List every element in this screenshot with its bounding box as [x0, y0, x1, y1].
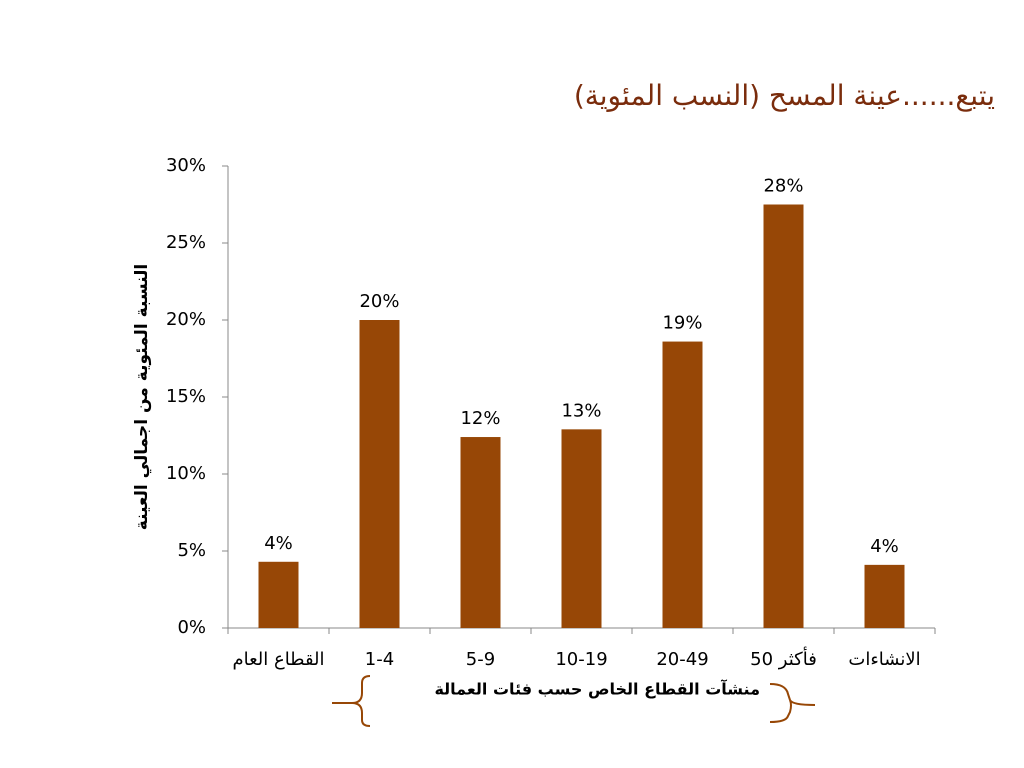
bar — [864, 564, 905, 628]
y-tick-label: 0% — [177, 617, 206, 638]
x-tick-label: 20-49 — [656, 649, 708, 670]
bar — [561, 429, 602, 628]
bar — [258, 561, 299, 628]
x-tick-label: 1-4 — [365, 649, 394, 670]
value-label: 28% — [763, 176, 803, 197]
y-axis-label: النسبة المئوية من اجمالي العينة — [132, 264, 152, 531]
x-group-label: منشآت القطاع الخاص حسب فئات العمالة — [434, 679, 760, 699]
value-label: 19% — [662, 313, 702, 334]
x-tick-label: الانشاءات — [848, 649, 920, 670]
value-label: 20% — [359, 291, 399, 312]
x-tick-label: 50 فأكثر — [750, 646, 817, 670]
bar — [662, 341, 703, 628]
value-label: 12% — [460, 408, 500, 429]
y-tick-label: 5% — [177, 540, 206, 561]
y-tick-label: 30% — [166, 155, 206, 176]
y-tick-label: 15% — [166, 386, 206, 407]
y-tick-label: 25% — [166, 232, 206, 253]
right-brace — [769, 683, 816, 723]
value-label: 4% — [870, 536, 899, 557]
x-tick-label: 10-19 — [555, 649, 607, 670]
value-label: 4% — [264, 533, 293, 554]
bar — [763, 204, 804, 628]
value-label: 13% — [561, 400, 601, 421]
left-brace — [332, 675, 371, 727]
bar — [460, 437, 501, 628]
x-tick-label: القطاع العام — [232, 649, 324, 670]
x-tick-label: 5-9 — [466, 649, 495, 670]
chart-title: يتبع......عينة المسح (النسب المئوية) — [574, 79, 995, 112]
y-tick-label: 10% — [166, 463, 206, 484]
bar — [359, 320, 400, 628]
y-tick-label: 20% — [166, 309, 206, 330]
